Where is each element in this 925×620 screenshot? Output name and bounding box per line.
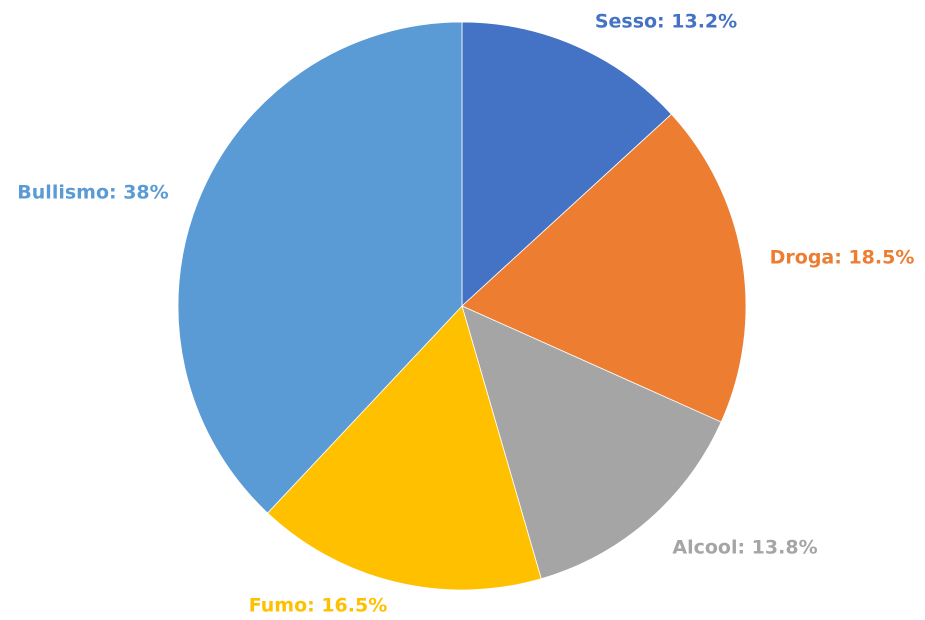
- data-label-alcool: Alcool: 13.8%: [672, 537, 817, 559]
- data-label-fumo: Fumo: 16.5%: [249, 595, 388, 617]
- pie-slice-alcool: [461, 305, 722, 580]
- pie-labels: Sesso: 13.2% Droga: 18.5% Alcool: 13.8% Fum…: [17, 11, 914, 617]
- data-label-bullismo: Bullismo: 38%: [17, 182, 168, 204]
- pie-slice-bullismo: [177, 21, 463, 514]
- data-label-droga: Droga: 18.5%: [770, 247, 915, 269]
- pie-slice-sesso: [461, 21, 673, 307]
- pie-slice-droga: [461, 113, 747, 423]
- pie-slices: [177, 21, 747, 591]
- pie-slice-fumo: [267, 305, 542, 591]
- data-label-sesso: Sesso: 13.2%: [595, 11, 737, 33]
